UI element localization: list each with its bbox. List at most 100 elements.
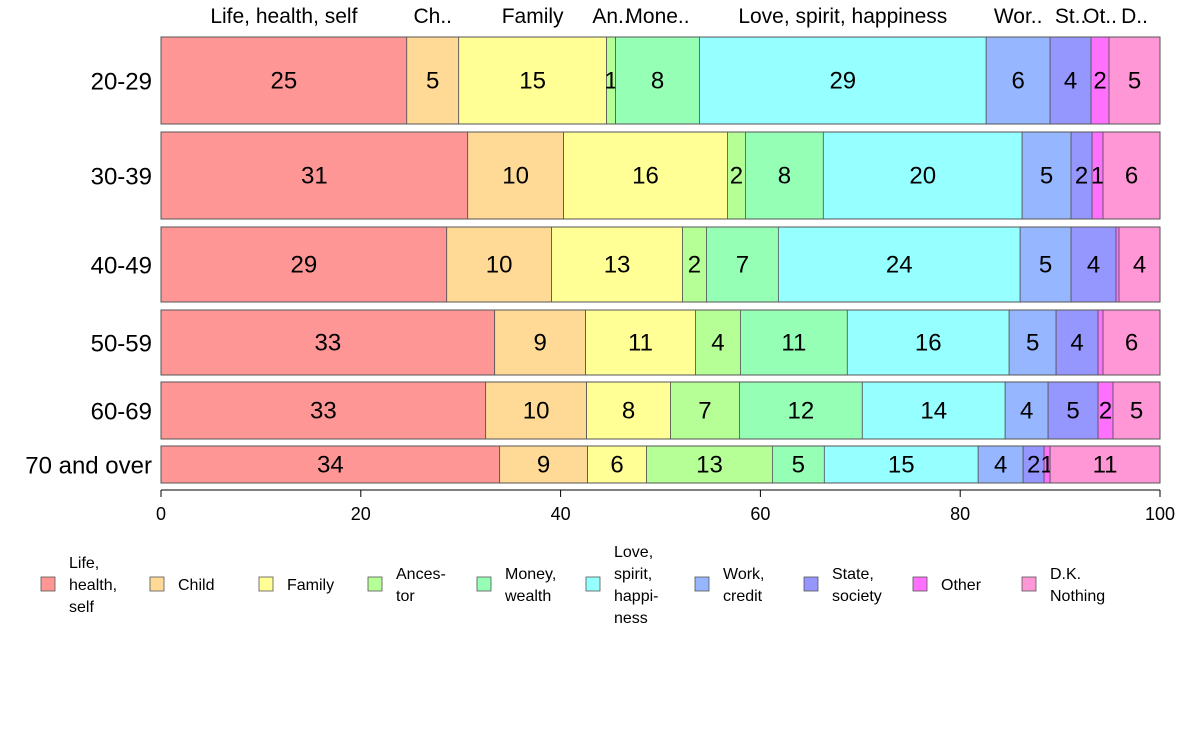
data-label: 15 bbox=[519, 68, 546, 95]
legend-label: Money, bbox=[505, 566, 556, 583]
data-label: 8 bbox=[651, 68, 664, 95]
data-label: 34 bbox=[317, 452, 344, 479]
legend-swatch bbox=[40, 576, 56, 592]
bar-segment bbox=[160, 131, 469, 220]
legend-swatch bbox=[585, 576, 601, 592]
bar-segment bbox=[551, 226, 683, 303]
data-label: 4 bbox=[1070, 330, 1083, 357]
top-category-label: Ch.. bbox=[413, 5, 452, 28]
legend-label: Ances- bbox=[396, 566, 446, 583]
legend-label: Child bbox=[178, 577, 214, 594]
data-label: 6 bbox=[1125, 163, 1138, 190]
bar-outline bbox=[160, 131, 1161, 220]
bar-segment bbox=[1049, 445, 1161, 484]
data-label: 8 bbox=[778, 163, 791, 190]
bars-group: 25 5 15 1 8 29 6 4 2 531 10 16 2 8 20 5 2 1 629 10 13 2 7 24 5 4 4… bbox=[160, 36, 1161, 484]
data-label: 8 bbox=[622, 398, 635, 425]
data-label: 25 bbox=[271, 68, 298, 95]
data-label: 16 bbox=[632, 163, 659, 190]
data-label: 7 bbox=[736, 252, 749, 279]
bar-segment bbox=[160, 226, 448, 303]
data-label: 2 bbox=[1075, 163, 1088, 190]
data-label: 4 bbox=[994, 452, 1007, 479]
x-tick-label: 40 bbox=[551, 504, 571, 524]
data-label: 5 bbox=[792, 452, 805, 479]
category-label: 20-29 bbox=[91, 69, 152, 96]
legend-swatch bbox=[476, 576, 492, 592]
data-label: 13 bbox=[604, 252, 631, 279]
x-tick-label: 60 bbox=[750, 504, 770, 524]
data-label: 31 bbox=[301, 163, 328, 190]
x-tick-label: 20 bbox=[351, 504, 371, 524]
data-label: 4 bbox=[1020, 398, 1033, 425]
legend-swatch bbox=[803, 576, 819, 592]
data-label: 2 bbox=[1099, 398, 1112, 425]
data-label: 1 bbox=[1091, 163, 1104, 190]
data-label: 29 bbox=[291, 252, 318, 279]
data-label: 9 bbox=[533, 330, 546, 357]
data-label: 12 bbox=[788, 398, 815, 425]
data-label: 7 bbox=[698, 398, 711, 425]
bar-segment bbox=[160, 36, 408, 125]
bar-segment bbox=[1102, 131, 1161, 220]
bar-segment bbox=[1008, 309, 1057, 376]
bar-segment bbox=[822, 131, 1023, 220]
bar-segment bbox=[846, 309, 1010, 376]
bar-segment bbox=[563, 131, 728, 220]
legend-label: spirit, bbox=[614, 566, 652, 583]
bar-outline bbox=[160, 381, 1161, 440]
data-label: 5 bbox=[1039, 252, 1052, 279]
top-category-label: Life, health, self bbox=[210, 5, 357, 28]
data-label: 6 bbox=[1125, 330, 1138, 357]
legend-label: Work, bbox=[723, 566, 764, 583]
data-label: 2 bbox=[1027, 452, 1040, 479]
data-label: 15 bbox=[888, 452, 915, 479]
data-label: 5 bbox=[426, 68, 439, 95]
legend-swatch bbox=[258, 576, 274, 592]
category-label: 40-49 bbox=[91, 253, 152, 280]
data-label: 20 bbox=[909, 163, 936, 190]
x-tick-label: 80 bbox=[950, 504, 970, 524]
bar-segment bbox=[585, 309, 696, 376]
legend-label: health, bbox=[69, 577, 117, 594]
legend-label: Life, bbox=[69, 555, 99, 572]
data-label: 14 bbox=[920, 398, 947, 425]
legend-label: society bbox=[832, 588, 882, 605]
data-label: 5 bbox=[1066, 398, 1079, 425]
data-label: 9 bbox=[537, 452, 550, 479]
x-tick-label: 0 bbox=[156, 504, 166, 524]
top-category-label: Family bbox=[502, 5, 564, 28]
data-label: 5 bbox=[1026, 330, 1039, 357]
legend-label: Family bbox=[287, 577, 334, 594]
legend-label: Other bbox=[941, 577, 982, 594]
data-label: 5 bbox=[1130, 398, 1143, 425]
top-category-label: D.. bbox=[1121, 5, 1148, 28]
data-label: 4 bbox=[711, 330, 724, 357]
bar-segment bbox=[1097, 309, 1104, 376]
legend-label: self bbox=[69, 599, 94, 616]
bar-segment bbox=[823, 445, 979, 484]
top-category-label: Ot.. bbox=[1083, 5, 1117, 28]
data-label: 29 bbox=[829, 68, 856, 95]
legend-swatch bbox=[149, 576, 165, 592]
data-label: 11 bbox=[1093, 452, 1118, 479]
bar-segment bbox=[1115, 226, 1120, 303]
bar-segment bbox=[745, 131, 824, 220]
bar-segment bbox=[706, 226, 779, 303]
legend-label: Nothing bbox=[1050, 588, 1105, 605]
data-label: 5 bbox=[1128, 68, 1141, 95]
bar-segment bbox=[1021, 131, 1072, 220]
data-label: 10 bbox=[502, 163, 529, 190]
bar-segment bbox=[615, 36, 700, 125]
data-label: 33 bbox=[310, 398, 337, 425]
bar-segment bbox=[777, 226, 1021, 303]
bar-segment bbox=[160, 309, 496, 376]
top-category-label: Wor.. bbox=[994, 5, 1043, 28]
legend-swatch bbox=[694, 576, 710, 592]
data-label: 2 bbox=[688, 252, 701, 279]
legend-swatch bbox=[1021, 576, 1037, 592]
bar-segment bbox=[160, 445, 501, 484]
data-label: 4 bbox=[1064, 68, 1077, 95]
bar-segment bbox=[586, 381, 671, 440]
data-label: 4 bbox=[1133, 252, 1146, 279]
